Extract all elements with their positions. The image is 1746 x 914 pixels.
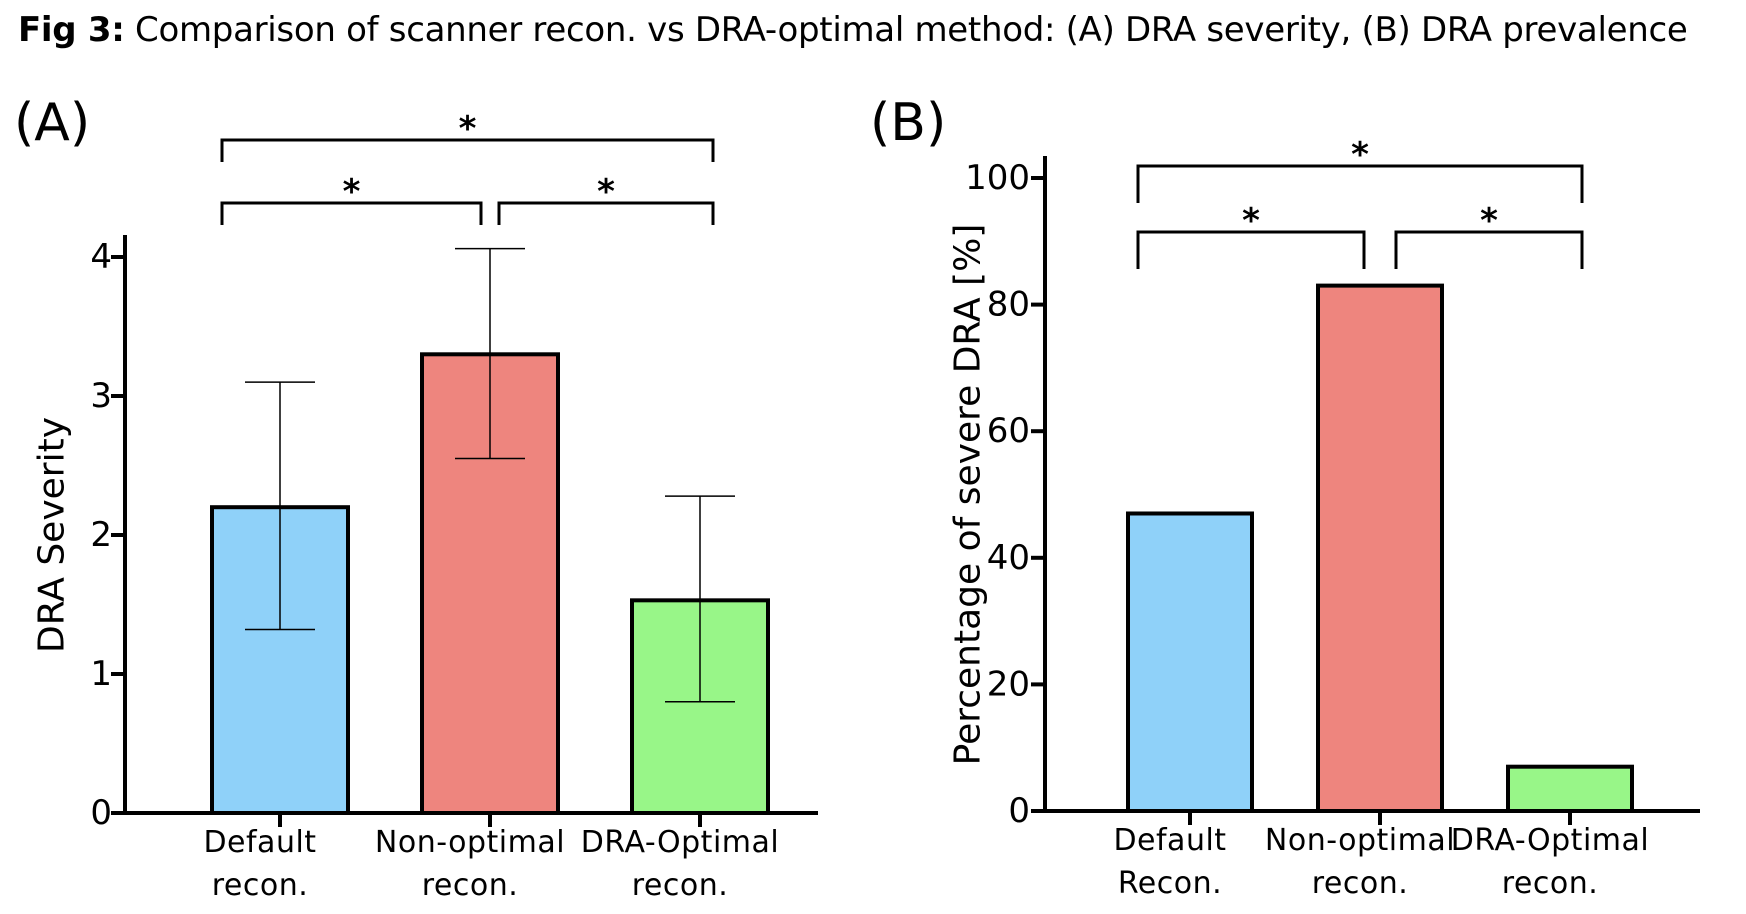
- x-tick-label: recon.: [212, 868, 309, 903]
- significance-star: *: [1480, 201, 1498, 241]
- y-tick-label: 0: [90, 793, 112, 833]
- y-axis-label: DRA Severity: [32, 417, 73, 653]
- chart-panel-b: (B) Percentage of severe DRA [%] 0 20 40 60 80…: [870, 93, 1700, 901]
- significance-star: *: [459, 109, 477, 149]
- y-tick-label: 20: [987, 664, 1030, 704]
- significance-bracket: [220, 138, 715, 162]
- x-tick-label: Non-optimal: [375, 825, 565, 860]
- x-tick-label: recon.: [1502, 866, 1599, 901]
- figure-title: Fig 3: Comparison of scanner recon. vs D…: [18, 10, 1688, 50]
- significance-bracket: [1136, 230, 1366, 269]
- x-tick-label: Default: [203, 825, 316, 860]
- y-tick-label: 3: [90, 376, 112, 416]
- y-tick-label: 0: [1008, 791, 1030, 831]
- x-tick-label: Recon.: [1118, 866, 1222, 901]
- x-tick-label: recon.: [422, 868, 519, 903]
- panel-label: (A): [14, 93, 90, 153]
- significance-bracket: [1394, 230, 1584, 269]
- panel-label: (B): [870, 93, 946, 153]
- chart-panel-a: (A) DRA Severity 0 1 2 3 4 Default recon. Non-opt…: [14, 93, 818, 903]
- y-tick-label: 4: [90, 237, 112, 277]
- y-tick-label: 2: [90, 515, 112, 555]
- x-tick-label: recon.: [632, 868, 729, 903]
- significance-bracket: [1136, 164, 1584, 203]
- y-tick-label: 40: [987, 538, 1030, 578]
- x-tick-label: Non-optimal: [1265, 823, 1455, 858]
- significance-bracket: [220, 201, 483, 225]
- significance-star: *: [343, 172, 361, 212]
- y-axis-label: Percentage of severe DRA [%]: [948, 224, 989, 766]
- y-tick-label: 60: [987, 411, 1030, 451]
- x-tick-label: DRA-Optimal: [581, 825, 779, 860]
- bar: [1506, 764, 1634, 814]
- significance-star: *: [597, 172, 615, 212]
- bar: [1316, 283, 1444, 813]
- x-tick-label: Default: [1113, 823, 1226, 858]
- figure-title-prefix: Fig 3:: [18, 10, 125, 50]
- y-tick-label: 100: [965, 158, 1030, 198]
- significance-star: *: [1351, 135, 1369, 175]
- figure-title-text: Comparison of scanner recon. vs DRA-opti…: [135, 10, 1688, 50]
- y-tick-label: 80: [987, 285, 1030, 325]
- x-tick-label: DRA-Optimal: [1451, 823, 1649, 858]
- y-tick-label: 1: [90, 654, 112, 694]
- significance-bracket: [497, 201, 715, 225]
- bar: [1126, 511, 1254, 813]
- significance-star: *: [1242, 201, 1260, 241]
- x-tick-label: recon.: [1312, 866, 1409, 901]
